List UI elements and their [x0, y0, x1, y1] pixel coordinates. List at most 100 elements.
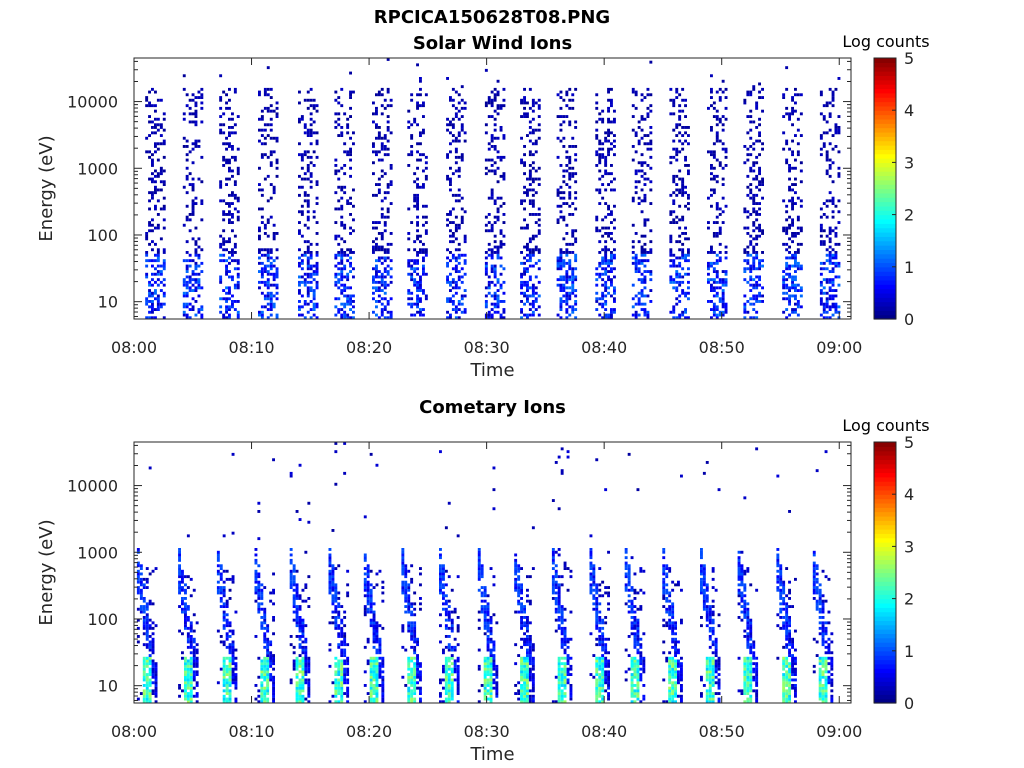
heatmap-cell — [337, 632, 341, 636]
heatmap-cell — [298, 300, 301, 303]
heatmap-cell — [571, 136, 575, 140]
heatmap-cell — [266, 286, 270, 290]
heatmap-cell — [343, 667, 347, 671]
heatmap-cell — [372, 248, 375, 252]
heatmap-cell — [178, 591, 181, 595]
heatmap-cell — [222, 681, 226, 685]
heatmap-cell — [312, 104, 316, 108]
heatmap-cell — [194, 253, 198, 257]
heatmap-cell — [649, 248, 653, 252]
heatmap-cell — [263, 678, 267, 682]
heatmap-cell — [349, 153, 352, 157]
heatmap-cell — [447, 667, 451, 671]
heatmap-cell — [372, 297, 375, 301]
heatmap-cell — [219, 280, 223, 284]
heatmap-cell — [520, 226, 523, 230]
heatmap-cell — [794, 183, 797, 186]
heatmap-cell — [834, 264, 838, 268]
heatmap-cell — [300, 166, 304, 170]
heatmap-cell — [200, 120, 204, 124]
heatmap-cell — [672, 112, 676, 116]
heatmap-cell — [304, 659, 308, 663]
heatmap-cell — [407, 594, 411, 598]
heatmap-cell — [669, 240, 673, 244]
heatmap-cell — [142, 577, 146, 581]
heatmap-cell — [604, 256, 608, 260]
heatmap-cell — [721, 79, 725, 83]
heatmap-cell — [272, 694, 275, 698]
heatmap-cell — [444, 681, 448, 685]
heatmap-cell — [219, 234, 223, 238]
heatmap-cell — [534, 300, 538, 303]
heatmap-cell — [449, 316, 452, 320]
heatmap-cell — [383, 259, 387, 263]
heatmap-cell — [156, 283, 160, 287]
heatmap-cell — [216, 572, 220, 576]
heatmap-cell — [260, 117, 264, 121]
heatmap-cell — [331, 567, 335, 570]
heatmap-cell — [447, 697, 451, 701]
heatmap-cell — [306, 218, 310, 222]
heatmap-cell — [712, 289, 716, 292]
heatmap-cell — [447, 575, 451, 579]
heatmap-cell — [537, 305, 541, 309]
heatmap-cell — [598, 275, 602, 279]
heatmap-cell — [401, 580, 405, 584]
heatmap-cell — [724, 256, 728, 260]
heatmap-cell — [181, 602, 184, 606]
heatmap-cell — [148, 150, 151, 154]
heatmap-cell — [537, 136, 541, 140]
heatmap-cell — [520, 291, 523, 295]
heatmap-cell — [447, 645, 451, 649]
heatmap-cell — [380, 308, 384, 311]
heatmap-cell — [263, 686, 267, 690]
heatmap-cell — [184, 597, 187, 600]
heatmap-cell — [526, 283, 529, 287]
heatmap-cell — [269, 256, 273, 260]
heatmap-cell — [337, 635, 341, 638]
heatmap-cell — [185, 139, 189, 143]
heatmap-cell — [343, 305, 347, 309]
heatmap-cell — [191, 207, 195, 211]
heatmap-cell — [257, 580, 261, 584]
heatmap-cell — [681, 87, 685, 91]
heatmap-cell — [236, 196, 240, 200]
heatmap-cell — [372, 280, 375, 284]
heatmap-cell — [675, 90, 679, 94]
heatmap-cell — [565, 90, 569, 94]
heatmap-cell — [649, 300, 653, 303]
heatmap-cell — [383, 283, 387, 287]
heatmap-cell — [334, 256, 338, 260]
heatmap-cell — [222, 684, 226, 687]
heatmap-cell — [598, 139, 602, 143]
heatmap-cell — [378, 624, 382, 628]
heatmap-cell — [300, 115, 304, 118]
heatmap-cell — [528, 131, 532, 135]
heatmap-cell — [819, 242, 823, 246]
heatmap-cell — [799, 112, 803, 116]
heatmap-cell — [831, 305, 835, 309]
heatmap-cell — [637, 126, 641, 129]
heatmap-cell — [439, 613, 442, 617]
heatmap-cell — [225, 664, 229, 668]
heatmap-cell — [449, 259, 452, 263]
heatmap-cell — [451, 280, 455, 284]
heatmap-cell — [343, 267, 347, 271]
heatmap-cell — [446, 128, 449, 132]
heatmap-cell — [372, 637, 376, 641]
heatmap-cell — [649, 289, 653, 292]
heatmap-cell — [451, 139, 455, 143]
heatmap-cell — [184, 583, 187, 587]
heatmap-cell — [562, 300, 566, 303]
heatmap-cell — [185, 251, 189, 254]
heatmap-cell — [375, 259, 378, 263]
heatmap-cell — [649, 188, 653, 192]
heatmap-cell — [634, 185, 638, 189]
heatmap-cell — [534, 150, 538, 154]
heatmap-cell — [295, 597, 299, 600]
heatmap-cell — [306, 259, 310, 263]
heatmap-cell — [188, 316, 192, 320]
heatmap-cell — [499, 272, 503, 276]
heatmap-cell — [523, 226, 526, 230]
heatmap-cell — [228, 240, 231, 244]
